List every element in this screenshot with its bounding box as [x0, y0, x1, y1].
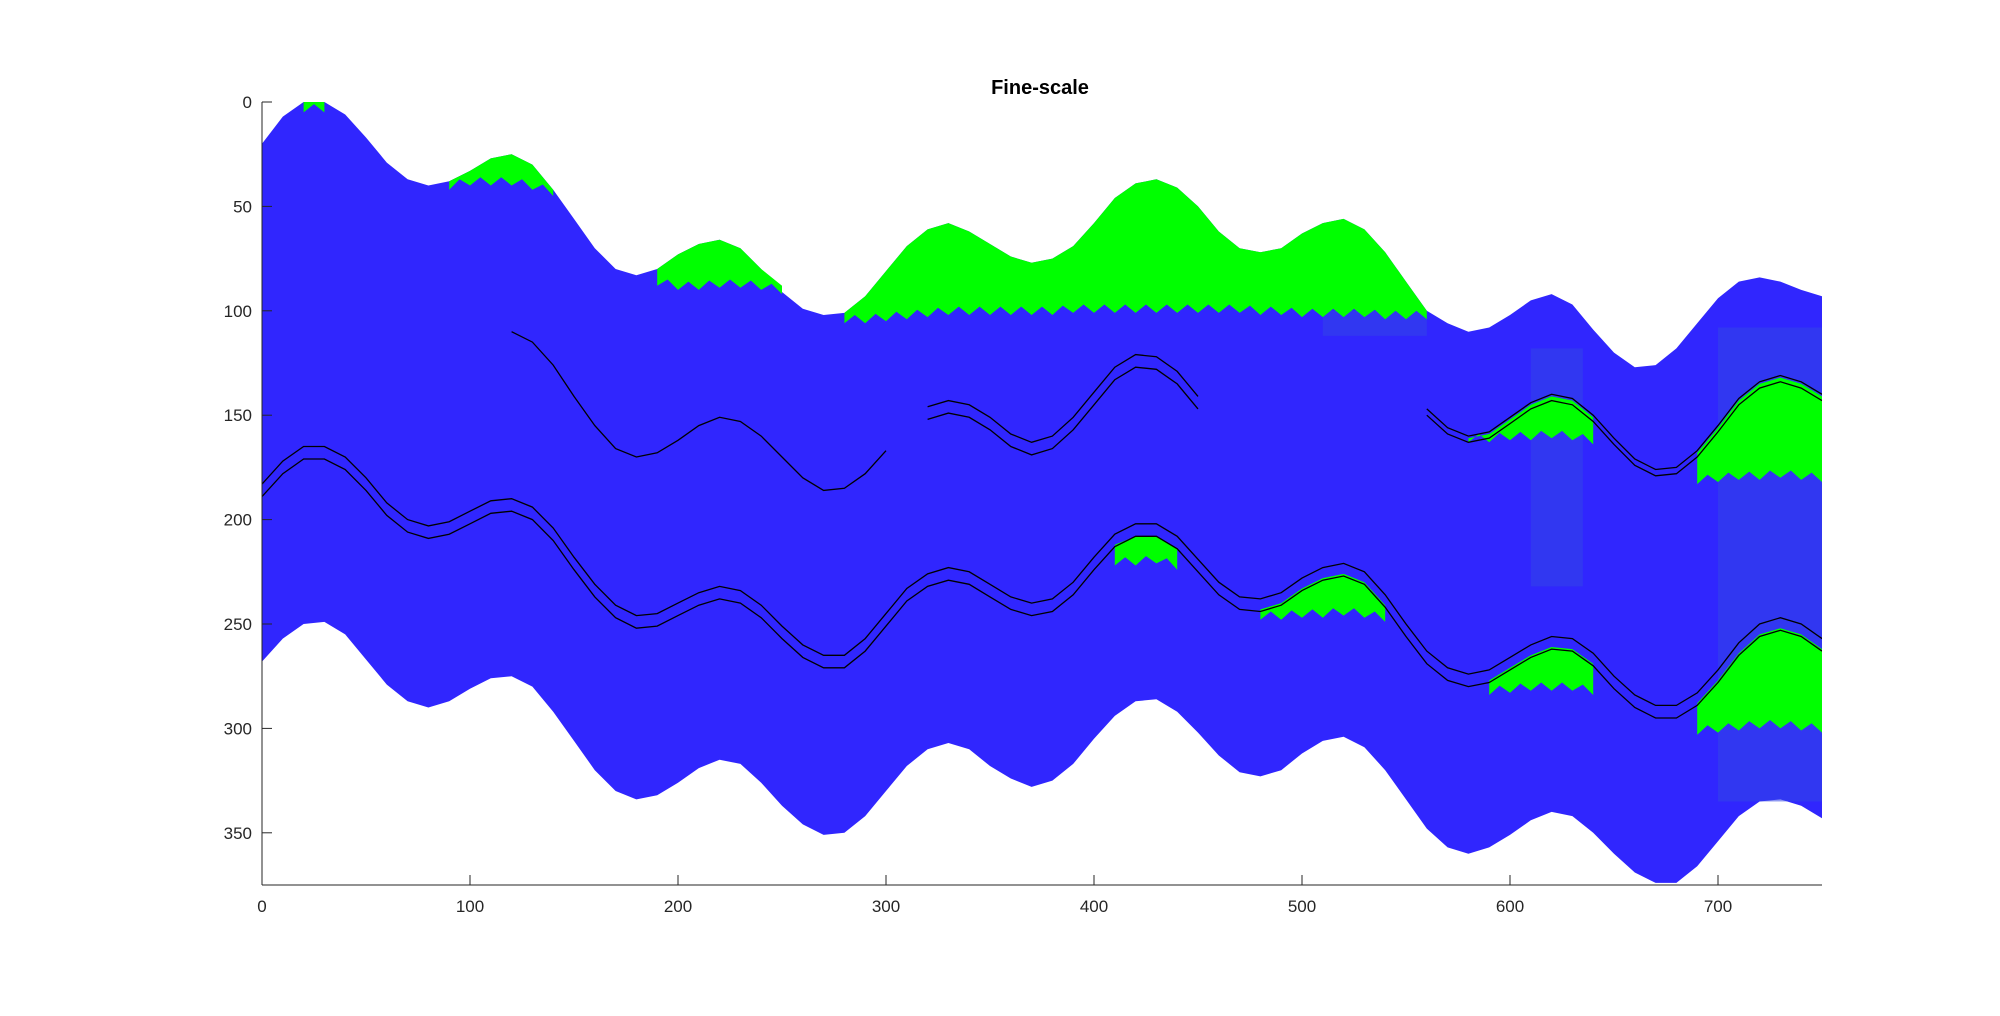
y-tick-label-300: 300	[224, 719, 252, 738]
x-tick-label-100: 100	[456, 897, 484, 916]
x-tick-label-200: 200	[664, 897, 692, 916]
x-tick-label-600: 600	[1496, 897, 1524, 916]
y-tick-label-200: 200	[224, 511, 252, 530]
right-band-line-top	[1426, 374, 1822, 471]
feature-patch-7	[1260, 573, 1386, 622]
plot-area	[262, 102, 1822, 883]
y-tick-label-0: 0	[243, 93, 252, 112]
right-band-line-bottom	[1426, 381, 1822, 477]
x-tick-label-500: 500	[1288, 897, 1316, 916]
lower-band-line-bottom	[262, 458, 1822, 719]
chart-title: Fine-scale	[991, 77, 1089, 99]
feature-patch-8	[1489, 647, 1594, 695]
feature-patch-3	[844, 179, 1427, 324]
x-tick-label-0: 0	[257, 897, 266, 916]
plot-content	[262, 102, 1822, 883]
y-tick-label-100: 100	[224, 302, 252, 321]
feature-patch-9	[1697, 628, 1822, 735]
feature-patch-4	[1468, 396, 1594, 445]
feature-patch-1	[449, 154, 554, 196]
x-tick-label-300: 300	[872, 897, 900, 916]
upper-contour-line	[511, 331, 887, 492]
y-tick-label-50: 50	[233, 197, 252, 216]
y-tick-label-150: 150	[224, 406, 252, 425]
y-tick-label-350: 350	[224, 824, 252, 843]
x-tick-label-700: 700	[1704, 897, 1732, 916]
feature-patch-0	[303, 102, 325, 113]
mid-band-line-top	[927, 353, 1199, 443]
feature-patch-5	[1697, 377, 1822, 485]
domain-region	[262, 102, 1822, 883]
feature-patch-6	[1114, 536, 1178, 570]
x-tick-label-400: 400	[1080, 897, 1108, 916]
lower-band-line-top	[262, 445, 1822, 707]
axes: 0 100 200 300 400 500 600 700 0 50 100 150 200 250 300…	[224, 93, 1822, 916]
overlay-column-0	[1530, 348, 1583, 587]
mid-band-line-bottom	[927, 366, 1199, 456]
y-tick-label-250: 250	[224, 615, 252, 634]
feature-patch-2	[657, 239, 782, 295]
